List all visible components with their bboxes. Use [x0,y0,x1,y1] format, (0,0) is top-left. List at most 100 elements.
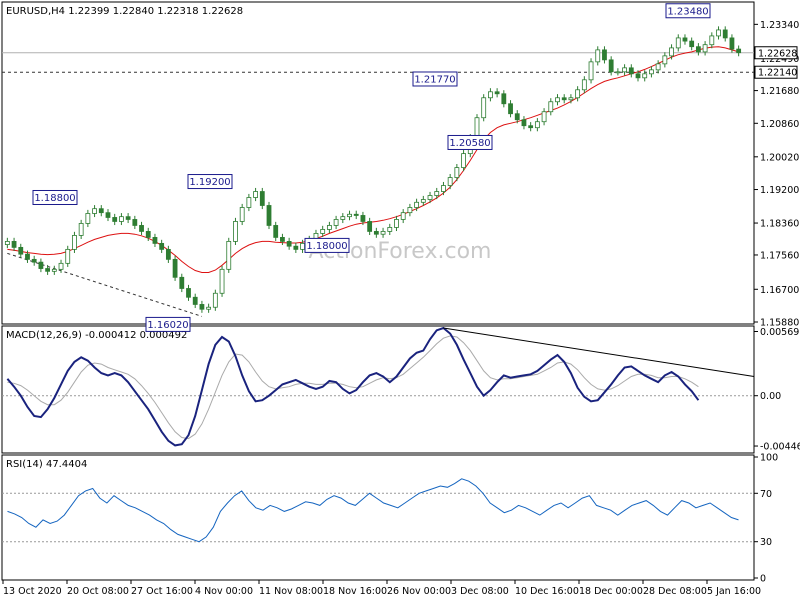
candle-body [682,37,688,42]
macd-axis: 0.00569 0.00 -0.00446 [754,327,800,453]
candle-body [212,292,218,308]
time-axis: 13 Oct 2020 20 Oct 08:00 27 Oct 16:00 4 Nov… [2,580,761,597]
candle-body [481,97,487,119]
candle-body [273,225,279,238]
candle-body [642,73,648,79]
candle-body [45,268,51,272]
candle-body [488,91,493,99]
price-annotation-box [145,316,191,332]
candle-body [716,29,721,37]
rsi-indicator [2,478,754,543]
macd-trendline [443,327,755,378]
price-tick-label: 1.15880 [760,318,799,329]
macd-tick-label: 0.00569 [760,327,799,338]
candle-body [689,40,695,48]
candle-body [239,207,245,222]
candle-body [380,231,386,235]
price-annotation-label: 1.20580 [449,138,490,149]
candle-body [119,216,124,222]
candle-body [152,237,158,244]
candle-body [165,248,171,260]
candle-body [441,185,446,192]
time-tick-label: 13 Oct 2020 [3,586,62,597]
price-annotations: 1.18800 1.16020 1.19200 1.18000 1.21770 1.205… [32,3,711,332]
macd-tick-label: 0.00 [760,391,781,402]
rsi-label: RSI(14) 47.4404 [6,459,87,470]
price-tick-label: 1.19200 [760,185,799,196]
candle-body [555,97,560,103]
candle-body [253,191,258,198]
time-tick-label: 10 Dec 16:00 [515,586,579,597]
price-annotation-box [32,189,78,205]
candle-body [400,212,406,220]
rsi-tick-label: 0 [760,574,766,585]
macd-line [6,326,700,447]
time-tick-label: 26 Nov 00:00 [387,586,451,597]
candle-body [353,213,359,216]
candle-body [461,153,466,168]
candle-body [25,253,30,260]
candle-body [18,246,24,255]
price-annotation-box [412,71,458,87]
price-tick-label: 1.17560 [760,250,799,261]
time-tick-label: 18 Nov 16:00 [323,586,387,597]
candle-body [58,262,64,270]
candle-body [78,223,84,236]
candle-body [521,119,527,127]
reference-lines [2,52,754,317]
candle-body [514,113,520,121]
macd-indicator [2,326,755,447]
price-tick-label: 1.23340 [760,20,799,31]
candle-body [92,208,97,214]
candle-body [51,268,57,272]
candle-body [206,306,212,310]
price-annotation-label: 1.18000 [306,241,347,252]
candle-body [186,288,191,298]
candle-body [132,219,138,226]
candle-body [568,97,574,101]
moving-average [7,46,739,273]
price-axis: 1.23340 1.22490 1.21680 1.20860 1.20020 1.192… [754,20,799,329]
candle-body [494,91,500,95]
price-level-tag-label: 1.22140 [758,68,797,79]
price-level-tag [754,65,798,79]
pane-borders [1,1,755,581]
price-annotation-box [447,134,493,150]
candle-body [420,199,426,203]
candle-body [675,37,681,49]
moving-average-line [7,46,739,273]
candle-body [702,44,708,53]
price-annotation-box [665,3,711,19]
candle-body [320,229,326,234]
candle-body [360,215,366,222]
rsi-line [7,478,739,543]
price-tick-label: 1.22490 [760,54,799,65]
candle-body [72,235,77,250]
candle-body [695,46,701,53]
macd-pane-border [1,325,755,454]
candle-body [722,29,728,39]
candle-body [112,217,118,222]
price-tick-label: 1.21680 [760,86,799,97]
candle-body [326,225,332,230]
time-tick-label: 18 Dec 00:00 [579,586,643,597]
candle-body [172,258,178,278]
price-tick-label: 1.18360 [760,219,799,230]
candle-body [736,48,742,54]
candle-body [602,49,607,61]
candle-body [575,89,581,99]
rsi-tick-label: 70 [760,489,772,500]
candle-body [4,241,10,245]
candle-body [159,242,165,250]
candle-body [300,242,305,250]
rsi-tick-label: 30 [760,537,772,548]
candle-body [581,79,587,91]
candle-body [293,245,299,250]
candle-body [333,219,339,226]
time-tick-label: 20 Oct 08:00 [67,586,129,597]
candle-body [105,212,111,218]
candle-body [85,213,91,224]
candle-body [38,261,44,269]
